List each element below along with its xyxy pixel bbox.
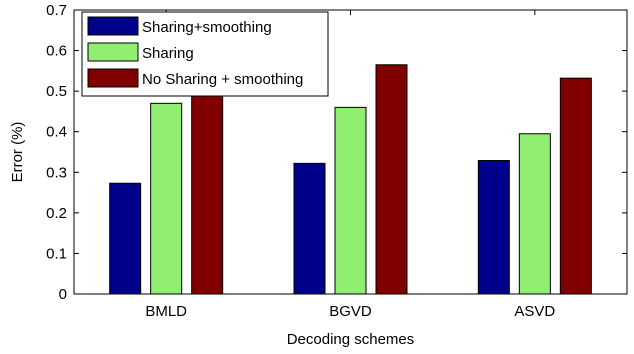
y-tick-label: 0.4	[46, 124, 67, 141]
legend: Sharing+smoothing Sharing No Sharing + smo…	[81, 11, 329, 97]
y-tick-label: 0.5	[46, 83, 67, 100]
y-axis: 0 0.1 0.2 0.3 0.4 0.5 0.6 0.7	[46, 2, 627, 303]
y-tick-label: 0.6	[46, 43, 67, 60]
x-tick-label: BGVD	[329, 303, 372, 320]
x-tick-label: BMLD	[145, 303, 187, 320]
bar-no-sharing-smoothing-bmld	[191, 92, 224, 295]
bar-sharing-smoothing-asvd	[477, 160, 510, 295]
bar-sharing-smoothing-bmld	[109, 182, 142, 295]
x-axis: BMLD BGVD ASVD	[145, 10, 555, 320]
bar-sharing-bgvd	[334, 106, 367, 295]
legend-label: Sharing	[142, 45, 194, 62]
y-tick-label: 0	[59, 286, 67, 303]
bar-no-sharing-smoothing-bgvd	[375, 64, 408, 295]
bars	[109, 64, 592, 295]
legend-swatch	[87, 42, 139, 62]
y-tick-label: 0.3	[46, 164, 67, 181]
x-axis-label: Decoding schemes	[287, 331, 415, 348]
bar-sharing-smoothing-bgvd	[293, 162, 326, 295]
bar-no-sharing-smoothing-asvd	[559, 77, 592, 295]
legend-label: No Sharing + smoothing	[142, 71, 303, 88]
y-tick-label: 0.1	[46, 245, 67, 262]
bar-sharing-asvd	[518, 133, 551, 295]
y-tick-label: 0.7	[46, 2, 67, 19]
bar-sharing-bmld	[150, 102, 183, 295]
x-tick-label: ASVD	[514, 303, 555, 320]
legend-swatch	[87, 68, 139, 88]
legend-label: Sharing+smoothing	[142, 19, 272, 36]
legend-entries: Sharing+smoothing Sharing No Sharing + smo…	[87, 16, 303, 88]
y-axis-label: Error (%)	[9, 122, 26, 183]
y-tick-label: 0.2	[46, 205, 67, 222]
plot-area: 0 0.1 0.2 0.3 0.4 0.5 0.6 0.7 BMLD BGVD ASVD	[46, 2, 628, 320]
legend-swatch	[87, 16, 139, 36]
